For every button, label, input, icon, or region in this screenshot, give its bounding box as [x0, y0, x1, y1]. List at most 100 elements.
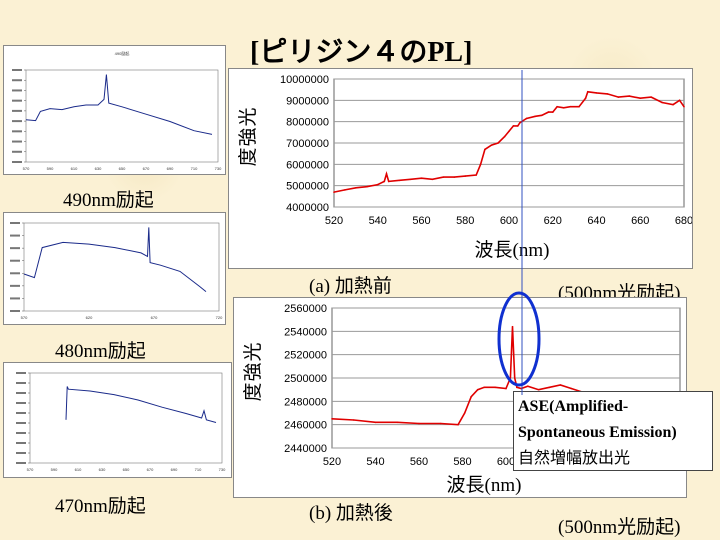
x-tick-label: 600 — [500, 215, 518, 227]
series-line — [65, 386, 217, 423]
data-point — [490, 144, 493, 146]
caption-b: (b) 加熱後 — [309, 503, 393, 524]
data-point — [453, 176, 456, 178]
data-point — [483, 386, 486, 389]
data-point — [420, 177, 423, 179]
data-point — [586, 91, 589, 93]
y-tick-label — [16, 392, 26, 394]
data-point — [344, 189, 346, 191]
data-point — [548, 386, 551, 389]
data-point — [520, 387, 523, 390]
x-tick-label: 560 — [410, 456, 428, 468]
x-tick-label: 520 — [323, 456, 341, 468]
x-tick-label: 640 — [587, 215, 605, 227]
x-tick-label: 630 — [99, 467, 106, 472]
small-chart-490: 570 590 610 630 650 670 690 710 730 490励起 — [3, 45, 226, 175]
x-tick-label: 620 — [86, 315, 93, 320]
data-point — [519, 121, 521, 124]
data-point — [639, 97, 642, 99]
y-tick-label — [12, 150, 22, 153]
x-tick-label: 570 — [23, 166, 30, 171]
x-tick-label: 660 — [631, 215, 649, 227]
x-tick-label: 670 — [147, 467, 154, 472]
data-point — [387, 180, 390, 183]
small-chart-title: 490励起 — [115, 50, 130, 56]
caption-a: (a) 加熱前 — [309, 276, 392, 297]
y-tick-label: 2520000 — [284, 350, 327, 362]
y-tick-label — [12, 161, 22, 163]
data-point — [431, 178, 434, 181]
data-point — [439, 422, 442, 425]
data-point — [525, 117, 528, 120]
data-point — [513, 377, 516, 379]
data-point — [541, 114, 543, 117]
small-chart-470: 570 590 610 630 650 670 690 710 730 — [3, 362, 232, 478]
y-tick-label — [16, 462, 26, 464]
y-tick-label: 2540000 — [284, 326, 327, 338]
data-point — [494, 386, 496, 389]
x-tick-label: 730 — [215, 166, 222, 171]
y-tick-label: 8000000 — [286, 117, 329, 129]
x-tick-label: 600 — [497, 456, 515, 468]
data-point — [505, 387, 507, 390]
data-point — [617, 96, 620, 98]
svg-text:度: 度 — [242, 382, 264, 401]
small-chart-470-svg: 570 590 610 630 650 670 690 710 730 — [16, 372, 226, 472]
x-tick-label: 690 — [171, 467, 178, 472]
x-tick-label: 710 — [195, 467, 202, 472]
svg-text:度: 度 — [237, 147, 259, 166]
y-tick-label — [10, 247, 20, 250]
data-point — [551, 111, 554, 113]
data-point — [650, 96, 652, 98]
x-tick-label: 630 — [95, 166, 102, 171]
data-point — [503, 135, 506, 138]
x-tick-label: 520 — [325, 215, 343, 227]
y-tick-label — [12, 120, 22, 123]
data-point — [584, 97, 587, 99]
excitation-note-b: (500nm光励起) — [558, 517, 681, 538]
data-point — [376, 183, 379, 186]
y-tick-label — [10, 222, 20, 224]
data-point — [547, 111, 550, 113]
data-point — [355, 187, 357, 189]
y-axis-label: 光強度 — [237, 107, 259, 166]
data-point — [628, 95, 631, 97]
y-tick-label: 9000000 — [286, 95, 329, 107]
data-point — [442, 176, 445, 178]
x-tick-label: 560 — [412, 215, 430, 227]
y-tick-label — [12, 140, 22, 143]
y-tick-label — [10, 234, 20, 237]
data-point — [595, 92, 598, 94]
data-point — [476, 388, 479, 391]
ase-line-1: ASE(Amplified- — [518, 398, 629, 415]
data-point — [418, 422, 420, 425]
small-chart-480: 570 620 670 720 — [3, 212, 226, 325]
ase-annotation: ASE(Amplified- Spontaneous Emission) 自然増… — [513, 391, 713, 471]
x-tick-label: 540 — [366, 456, 384, 468]
y-tick-label — [10, 310, 20, 312]
y-tick-label — [12, 69, 22, 71]
y-tick-label: 2560000 — [284, 303, 327, 315]
small-chart-490-svg: 570 590 610 630 650 670 690 710 730 490励起 — [12, 50, 222, 171]
data-point — [484, 148, 486, 151]
data-point — [606, 93, 609, 95]
data-point — [385, 173, 388, 175]
x-axis-label: 波長(nm) — [447, 474, 522, 496]
data-point — [509, 377, 512, 379]
data-point — [672, 103, 674, 106]
y-tick-label — [10, 259, 20, 262]
y-tick-label: 2480000 — [284, 396, 327, 408]
y-tick-label: 7000000 — [286, 138, 329, 150]
x-tick-label: 580 — [453, 456, 471, 468]
data-point — [331, 418, 333, 420]
y-tick-label — [16, 372, 26, 374]
series-line — [23, 227, 207, 292]
x-tick-label: 720 — [216, 315, 223, 320]
x-tick-label: 590 — [47, 166, 54, 171]
data-point — [516, 125, 519, 127]
y-tick-label: 2500000 — [284, 373, 327, 385]
small-chart-480-svg: 570 620 670 720 — [10, 222, 223, 320]
x-tick-label: 710 — [191, 166, 198, 171]
y-axis-label: 光強度 — [242, 342, 264, 401]
y-tick-label — [12, 99, 22, 102]
